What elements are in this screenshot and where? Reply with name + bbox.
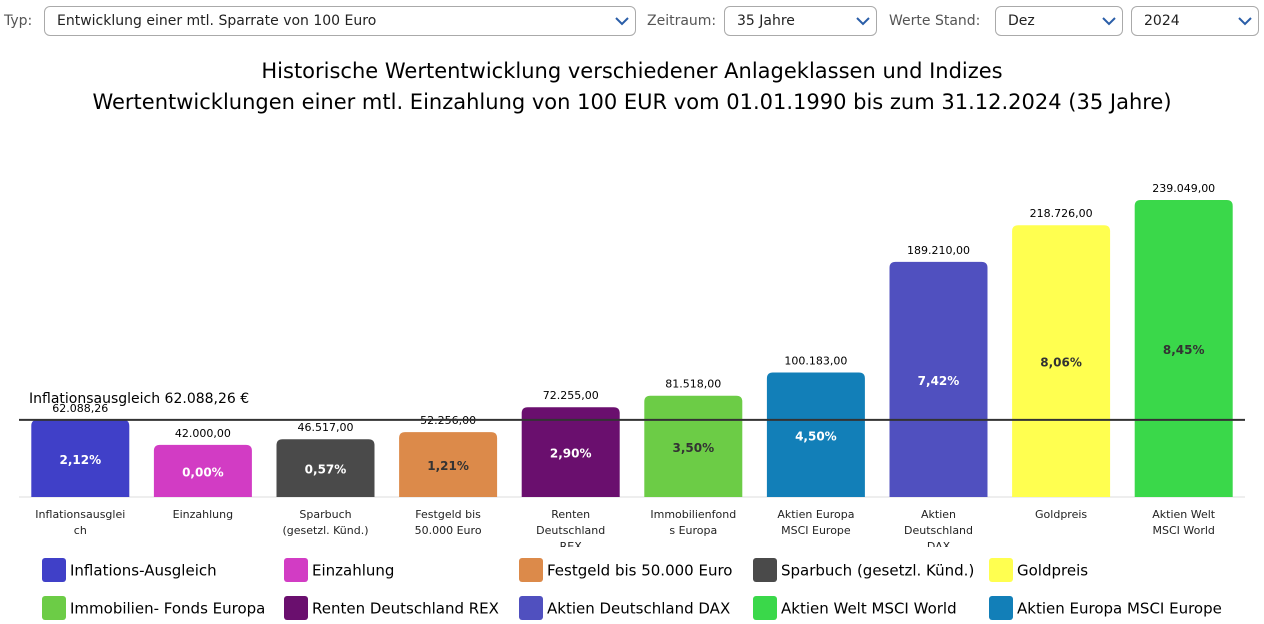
chevron — [1238, 17, 1252, 26]
legend-label: Aktien Deutschland DAX — [547, 600, 730, 618]
value-label: 62.088,26 — [52, 402, 108, 415]
reference-label: Inflationsausgleich 62.088,26 € — [29, 391, 249, 407]
bar — [399, 432, 498, 497]
x-tick-label: Immobilienfonds Europa — [650, 508, 737, 537]
legend-swatch — [519, 558, 543, 582]
x-tick-label-box: Renten Deutschland REX — [536, 508, 606, 547]
legend-swatch — [42, 596, 66, 620]
value-label: 81.518,00 — [665, 378, 721, 391]
value-label: 46.517,00 — [298, 421, 354, 434]
type-select[interactable]: Entwicklung einer mtl. Sparrate von 100 … — [44, 6, 636, 36]
x-tick-label: Aktien Deutschland DAX — [903, 508, 974, 547]
x-tick-label-box: Aktien Deutschland DAX — [903, 508, 974, 547]
chevron — [615, 17, 629, 26]
value-label: 218.726,00 — [1030, 207, 1093, 220]
x-tick-label-box: Aktien Europa MSCI Europe — [777, 508, 855, 537]
bar — [644, 395, 743, 497]
x-tick-label: Aktien Europa MSCI Europe — [777, 508, 855, 537]
bar — [1134, 200, 1233, 497]
legend-label: Inflations-Ausgleich — [70, 562, 217, 580]
legend-label: Immobilien- Fonds Europa — [70, 600, 265, 618]
year-value: 2024 — [1144, 13, 1180, 29]
rate-label: 3,50% — [672, 441, 714, 455]
rate-label: 8,06% — [1040, 356, 1082, 370]
value-label: 72.255,00 — [543, 389, 599, 402]
legend-label: Sparbuch (gesetzl. Künd.) — [781, 562, 974, 580]
legend-swatch — [284, 558, 308, 582]
rate-label: 1,21% — [427, 459, 469, 473]
bar — [31, 419, 130, 497]
rate-label: 2,12% — [59, 453, 101, 467]
x-tick-label: Festgeld bis 50.000 Euro — [414, 508, 482, 537]
value-label: 239.049,00 — [1152, 182, 1215, 195]
type-value: Entwicklung einer mtl. Sparrate von 100 … — [57, 13, 377, 29]
legend-swatch — [753, 558, 777, 582]
rate-label: 2,90% — [550, 447, 592, 461]
chart-title: Historische Wertentwicklung verschiedene… — [261, 59, 1002, 83]
bar — [889, 261, 988, 497]
x-tick-label-box: Festgeld bis 50.000 Euro — [414, 508, 482, 537]
x-tick-label-box: Sparbuch (gesetzl. Künd.) — [282, 508, 369, 537]
bar — [153, 444, 252, 497]
legend-label: Einzahlung — [312, 562, 394, 580]
legend-label: Aktien Europa MSCI Europe — [1017, 600, 1222, 618]
rate-label: 7,42% — [918, 374, 960, 388]
chart: Historische Wertentwicklung verschiedene… — [19, 59, 1245, 620]
period-value: 35 Jahre — [737, 13, 795, 29]
chart-subtitle: Wertentwicklungen einer mtl. Einzahlung … — [92, 90, 1171, 114]
bar — [276, 439, 375, 497]
legend-swatch — [989, 596, 1013, 620]
legend-swatch — [284, 596, 308, 620]
period-label: Zeitraum: — [647, 13, 717, 29]
x-tick-label: Aktien Welt MSCI World — [1152, 508, 1216, 537]
legend-swatch — [519, 596, 543, 620]
value-label: 189.210,00 — [907, 244, 970, 257]
value-label: 100.183,00 — [784, 355, 847, 368]
chevron — [1102, 17, 1116, 26]
legend-swatch — [42, 558, 66, 582]
chevron — [856, 17, 870, 26]
legend-label: Festgeld bis 50.000 Euro — [547, 562, 732, 580]
x-tick-label: Inflationsausgleich — [35, 508, 126, 537]
value-label: 42.000,00 — [175, 427, 231, 440]
month-value: Dez — [1008, 13, 1035, 29]
rate-label: 0,00% — [182, 465, 224, 479]
bar — [521, 407, 620, 497]
x-tick-label: Renten Deutschland REX — [536, 508, 606, 547]
x-tick-label-box: Inflationsausgleich — [35, 508, 126, 537]
bar — [1012, 225, 1111, 498]
x-tick-label-box: Immobilienfonds Europa — [650, 508, 737, 537]
x-tick-label-box: Goldpreis — [1035, 508, 1088, 521]
rate-label: 8,45% — [1163, 343, 1205, 357]
bar — [766, 372, 865, 497]
legend-swatch — [753, 596, 777, 620]
x-tick-label: Einzahlung — [172, 508, 234, 521]
x-tick-label: Sparbuch (gesetzl. Künd.) — [282, 508, 369, 537]
legend-swatch — [989, 558, 1013, 582]
rate-label: 0,57% — [305, 463, 347, 477]
type-label: Typ: — [4, 13, 33, 29]
legend-label: Renten Deutschland REX — [312, 600, 499, 618]
x-tick-label-box: Aktien Welt MSCI World — [1152, 508, 1216, 537]
rate-label: 4,50% — [795, 429, 837, 443]
month-select[interactable]: Dez — [995, 6, 1123, 36]
legend-label: Aktien Welt MSCI World — [781, 600, 957, 618]
as-of-label: Werte Stand: — [889, 13, 981, 29]
legend-label: Goldpreis — [1017, 562, 1088, 580]
x-tick-label: Goldpreis — [1035, 508, 1088, 521]
period-select[interactable]: 35 Jahre — [724, 6, 877, 36]
x-tick-label-box: Einzahlung — [172, 508, 234, 521]
year-select[interactable]: 2024 — [1131, 6, 1259, 36]
